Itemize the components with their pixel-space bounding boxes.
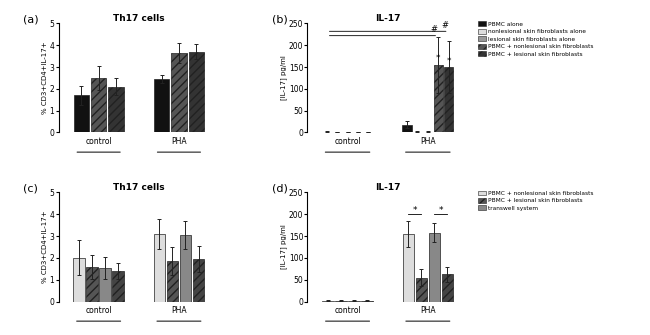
- Text: (a): (a): [23, 15, 39, 25]
- Legend: PBMC alone, nonlesional skin fibroblasts alone, lesional skin fibroblasts alone,: PBMC alone, nonlesional skin fibroblasts…: [477, 21, 595, 57]
- Bar: [91, 78, 107, 132]
- Title: IL-17: IL-17: [375, 14, 400, 23]
- Bar: [335, 300, 347, 302]
- Bar: [172, 53, 187, 132]
- Text: (b): (b): [272, 15, 288, 25]
- Bar: [99, 268, 111, 302]
- Text: *: *: [447, 57, 451, 66]
- Title: Th17 cells: Th17 cells: [113, 14, 164, 23]
- Title: Th17 cells: Th17 cells: [113, 183, 164, 192]
- Bar: [442, 274, 453, 302]
- Bar: [415, 277, 427, 302]
- Bar: [188, 52, 204, 132]
- Title: IL-17: IL-17: [375, 183, 400, 192]
- Text: (d): (d): [272, 184, 288, 194]
- Bar: [348, 300, 360, 302]
- Text: *: *: [413, 206, 417, 215]
- Text: *: *: [436, 54, 441, 63]
- Bar: [402, 125, 411, 132]
- Bar: [86, 267, 98, 302]
- Bar: [154, 79, 169, 132]
- Bar: [109, 87, 124, 132]
- Y-axis label: % CD3+CD4+IL-17+: % CD3+CD4+IL-17+: [42, 211, 48, 283]
- Y-axis label: [IL-17] pg/ml: [IL-17] pg/ml: [281, 224, 287, 269]
- Bar: [179, 235, 191, 302]
- Bar: [153, 234, 165, 302]
- Y-axis label: % CD3+CD4+IL-17+: % CD3+CD4+IL-17+: [42, 42, 48, 114]
- Y-axis label: [IL-17] pg/ml: [IL-17] pg/ml: [281, 56, 287, 100]
- Bar: [166, 261, 178, 302]
- Text: (c): (c): [23, 184, 38, 194]
- Text: #: #: [431, 25, 438, 35]
- Bar: [193, 259, 204, 302]
- Bar: [402, 234, 414, 302]
- Text: *: *: [439, 206, 443, 215]
- Bar: [444, 67, 453, 132]
- Bar: [428, 232, 440, 302]
- Legend: PBMC + nonlesional skin fibroblasts, PBMC + lesional skin fibroblasts, transwell: PBMC + nonlesional skin fibroblasts, PBM…: [477, 190, 595, 211]
- Bar: [73, 258, 84, 302]
- Bar: [361, 300, 373, 302]
- Bar: [434, 65, 443, 132]
- Bar: [112, 271, 124, 302]
- Bar: [322, 300, 333, 302]
- Bar: [73, 95, 89, 132]
- Text: #: #: [441, 21, 448, 30]
